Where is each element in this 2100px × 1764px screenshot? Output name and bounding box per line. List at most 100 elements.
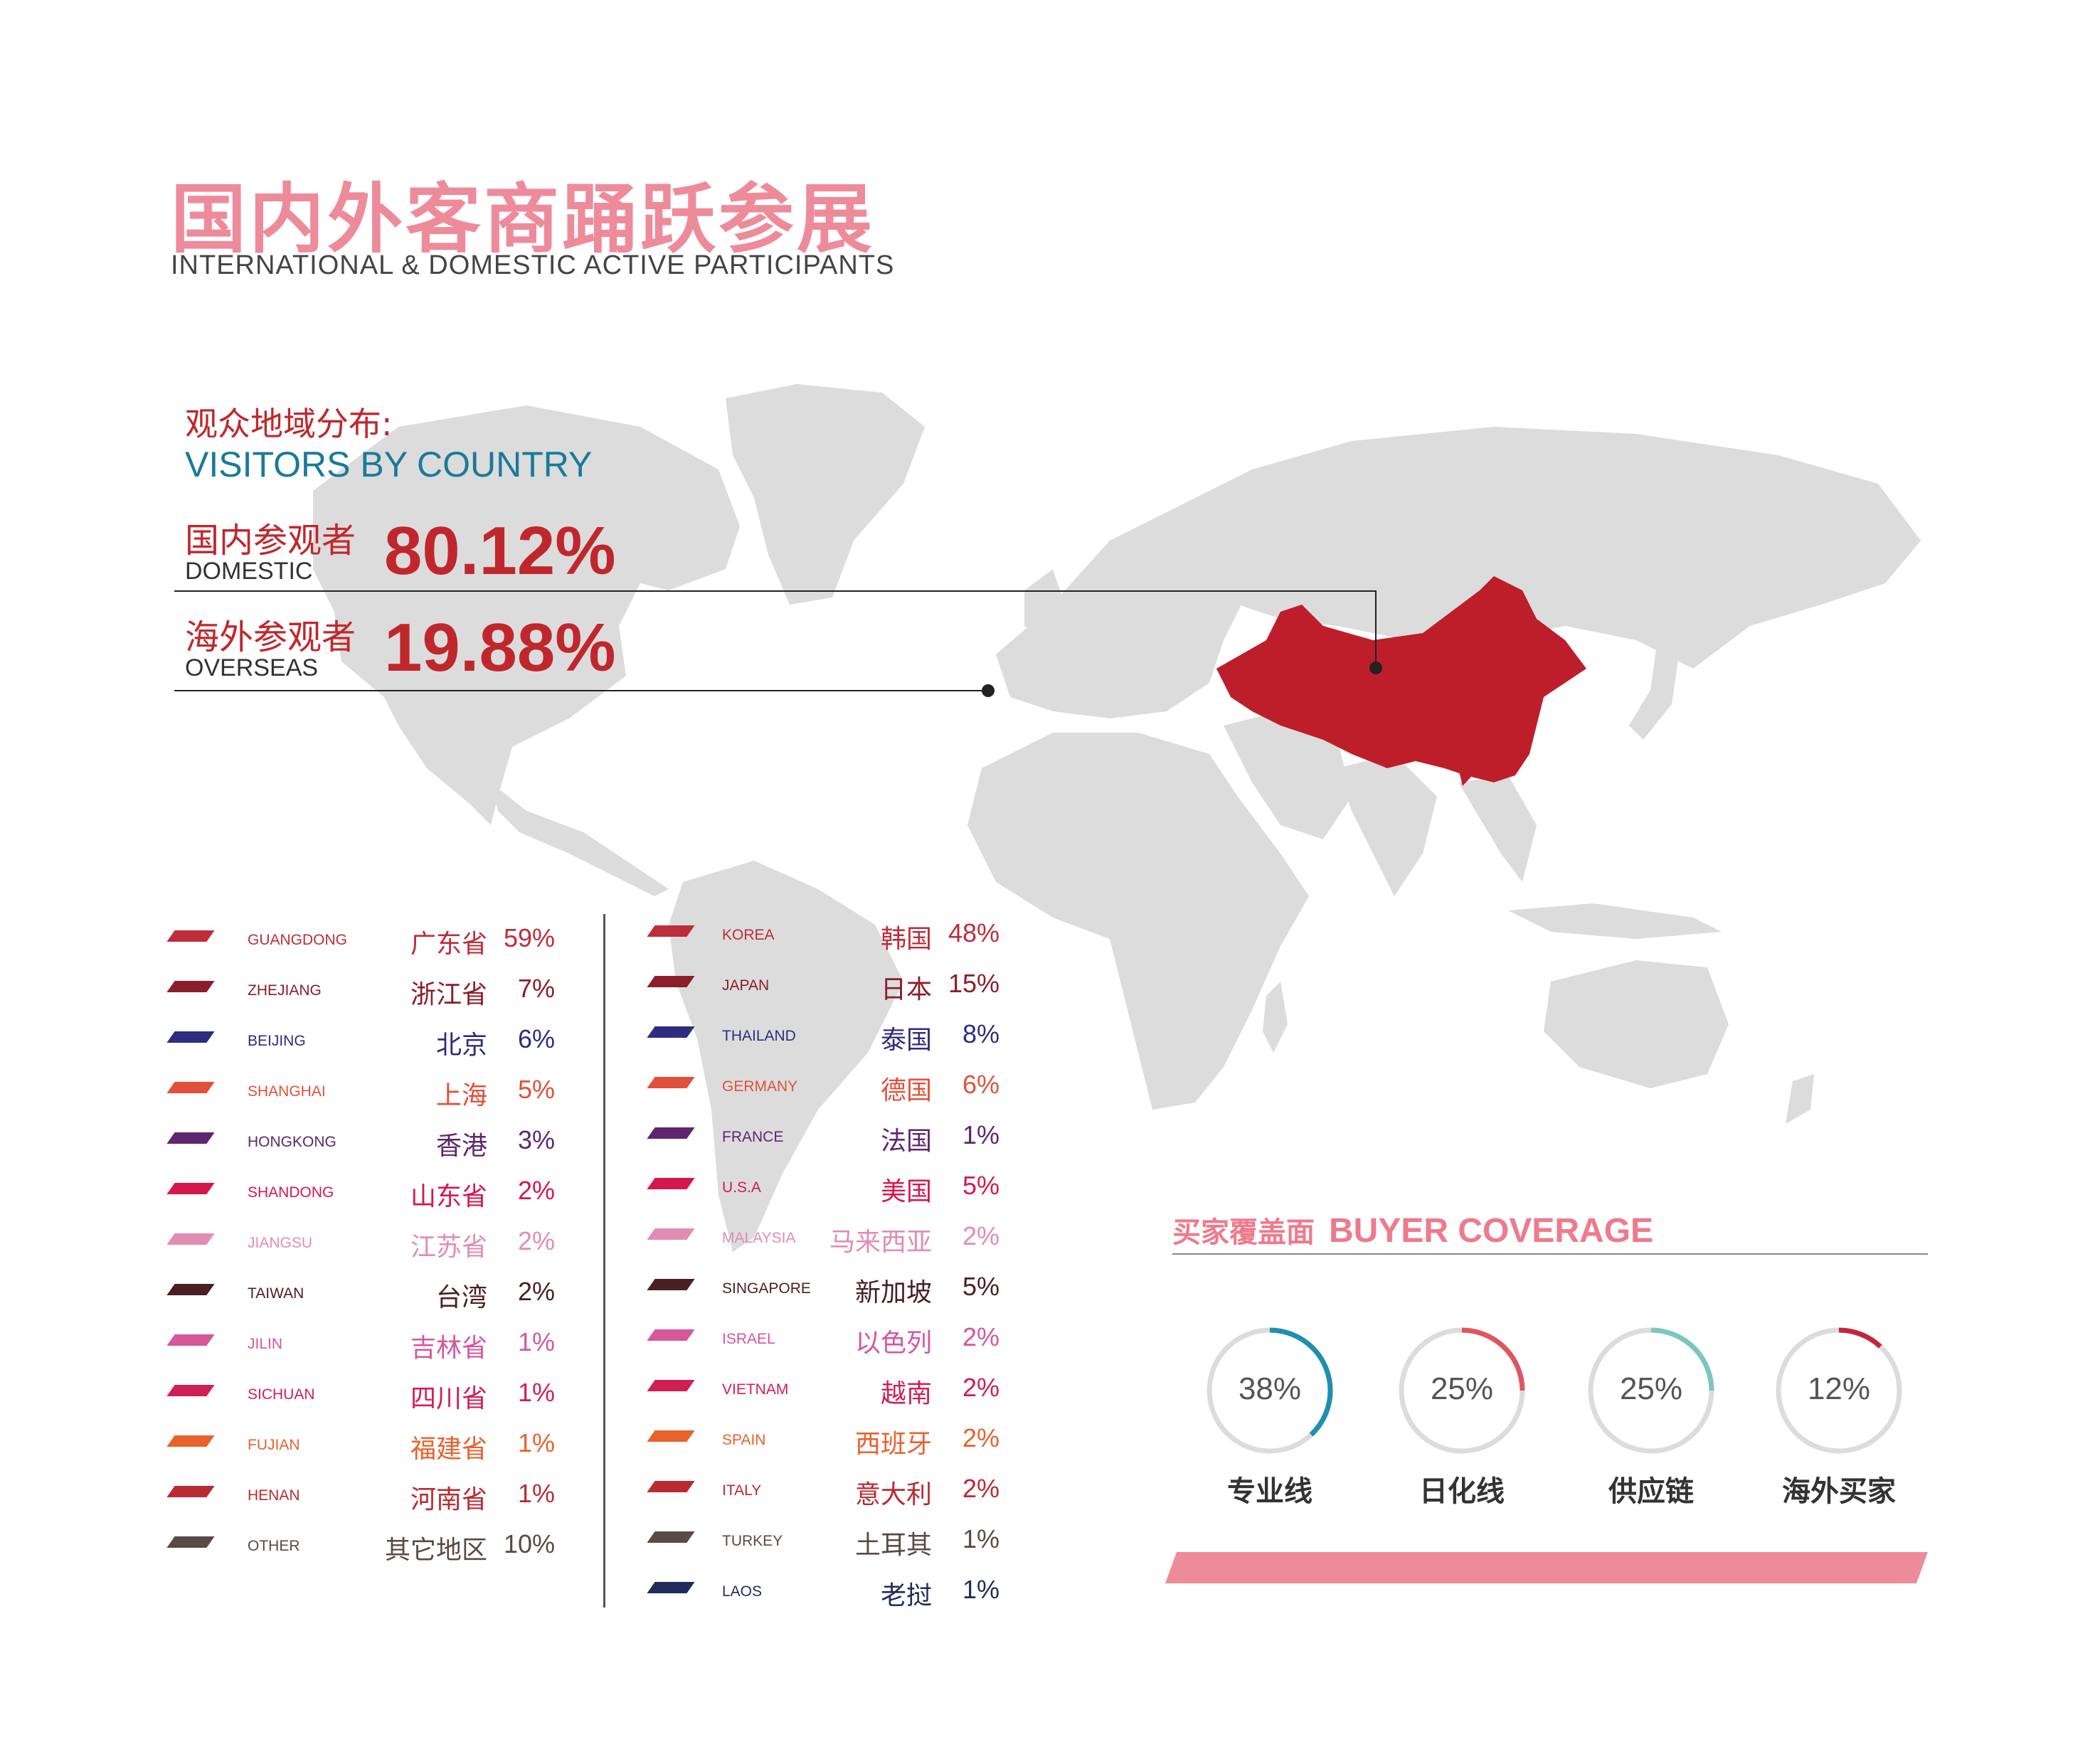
region-percent: 5%: [962, 1171, 999, 1200]
coverage-ring: [1207, 1327, 1333, 1454]
list-item: HENAN 河南省 1%: [164, 1479, 555, 1514]
ring-arc: [1399, 1327, 1525, 1454]
coverage-ring: [1776, 1327, 1902, 1454]
china-shape: [1216, 576, 1586, 782]
region-name-cn: 四川省: [410, 1384, 487, 1413]
buyer-coverage-title-cn: 买家覆盖面: [1172, 1216, 1315, 1249]
color-swatch: [166, 930, 215, 942]
region-name-en: OTHER: [248, 1538, 300, 1554]
region-percent: 7%: [517, 974, 555, 1003]
region-name-en: ZHEJIANG: [248, 982, 322, 999]
region-name-en: THAILAND: [722, 1028, 796, 1044]
domestic-label-cn: 国内参观者: [185, 521, 356, 560]
list-item: ITALY 意大利 2%: [644, 1474, 999, 1509]
list-item: SINGAPORE 新加坡 5%: [644, 1272, 999, 1307]
greenland-shape: [726, 384, 925, 605]
region-name-en: SICHUAN: [248, 1386, 315, 1403]
list-item: TAIWAN 台湾 2%: [164, 1277, 555, 1312]
region-percent: 5%: [517, 1075, 555, 1104]
region-percent: 1%: [517, 1428, 555, 1457]
region-name-cn: 泰国: [880, 1026, 932, 1055]
region-name-cn: 美国: [880, 1177, 932, 1206]
color-swatch: [647, 1582, 695, 1593]
list-item: FRANCE 法国 1%: [644, 1120, 999, 1156]
color-swatch: [647, 976, 695, 987]
domestic-value: 80.12%: [384, 513, 616, 589]
buyer-coverage-title-en: BUYER COVERAGE: [1329, 1212, 1654, 1250]
domestic-leader-drop: [1375, 590, 1377, 669]
region-name-en: ISRAEL: [722, 1331, 775, 1347]
color-swatch: [166, 1536, 215, 1548]
coverage-value: 12%: [1807, 1371, 1871, 1406]
list-item: THAILAND 泰国 8%: [644, 1019, 999, 1055]
ring-arc: [1588, 1327, 1714, 1454]
list-item: OTHER 其它地区 10%: [164, 1529, 555, 1565]
color-swatch: [647, 1481, 695, 1492]
indonesia-shape: [1508, 903, 1722, 939]
region-percent: 15%: [948, 969, 999, 998]
list-item: TURKEY 土耳其 1%: [644, 1524, 999, 1560]
region-percent: 8%: [962, 1019, 999, 1048]
region-name-cn: 北京: [435, 1031, 487, 1060]
region-name-en: TAIWAN: [248, 1285, 304, 1302]
overseas-marker-dot: [982, 684, 995, 697]
region-name-cn: 韩国: [880, 925, 932, 954]
color-swatch: [166, 1284, 215, 1295]
region-name-en: HONGKONG: [248, 1134, 336, 1150]
color-swatch: [647, 1279, 695, 1290]
region-name-en: LAOS: [722, 1583, 763, 1600]
region-percent: 2%: [962, 1322, 999, 1351]
region-name-en: SHANGHAI: [248, 1083, 326, 1100]
japan-shape: [1629, 640, 1679, 740]
coverage-value: 25%: [1430, 1371, 1494, 1406]
list-item: MALAYSIA 马来西亚 2%: [644, 1221, 999, 1257]
region-name-en: SHANDONG: [248, 1184, 334, 1201]
color-swatch: [647, 1077, 695, 1088]
region-name-cn: 浙江省: [410, 980, 487, 1009]
region-name-cn: 以色列: [854, 1329, 932, 1358]
coverage-ring: [1588, 1327, 1714, 1454]
buyer-coverage-title: 买家覆盖面 BUYER COVERAGE: [1172, 1209, 1653, 1250]
central-america-shape: [491, 782, 669, 896]
region-name-cn: 江苏省: [410, 1233, 487, 1262]
list-item: SHANDONG 山东省 2%: [164, 1176, 555, 1211]
region-percent: 2%: [962, 1221, 999, 1250]
list-item: GUANGDONG 广东省 59%: [164, 923, 555, 959]
color-swatch: [166, 1334, 215, 1346]
buyer-coverage-underline: [1172, 1253, 1928, 1255]
list-item: U.S.A 美国 5%: [644, 1171, 999, 1206]
region-name-cn: 上海: [435, 1081, 487, 1110]
page-subtitle: INTERNATIONAL & DOMESTIC ACTIVE PARTICIP…: [171, 250, 895, 280]
europe-shape: [996, 512, 1245, 718]
australia-shape: [1544, 960, 1729, 1088]
coverage-value: 38%: [1238, 1371, 1302, 1406]
region-name-en: JAPAN: [722, 977, 770, 994]
region-name-cn: 土耳其: [854, 1531, 932, 1560]
list-item: FUJIAN 福建省 1%: [164, 1428, 555, 1464]
new-zealand-shape: [1786, 1074, 1814, 1124]
region-percent: 1%: [517, 1327, 555, 1356]
region-name-cn: 意大利: [854, 1480, 932, 1509]
list-item: JAPAN 日本 15%: [644, 969, 999, 1004]
color-swatch: [647, 1127, 695, 1139]
color-swatch: [647, 1329, 695, 1341]
madagascar-shape: [1263, 982, 1288, 1053]
color-swatch: [166, 1082, 215, 1093]
region-percent: 6%: [517, 1024, 555, 1053]
region-name-cn: 越南: [880, 1379, 932, 1408]
color-swatch: [166, 1183, 215, 1194]
southeast-asia-shape: [1458, 775, 1537, 882]
color-swatch: [647, 925, 695, 937]
taiwan-shape: [1458, 761, 1471, 786]
coverage-label: 日化线: [1419, 1475, 1505, 1508]
domestic-leader-line: [174, 590, 1377, 592]
region-name-en: SPAIN: [722, 1432, 766, 1448]
region-name-cn: 台湾: [435, 1283, 487, 1312]
color-swatch: [166, 1385, 215, 1396]
region-name-en: GUANGDONG: [248, 932, 348, 948]
coverage-label: 专业线: [1227, 1475, 1312, 1508]
color-swatch: [166, 1132, 215, 1144]
region-percent: 2%: [962, 1373, 999, 1402]
list-item: LAOS 老挝 1%: [644, 1575, 999, 1610]
